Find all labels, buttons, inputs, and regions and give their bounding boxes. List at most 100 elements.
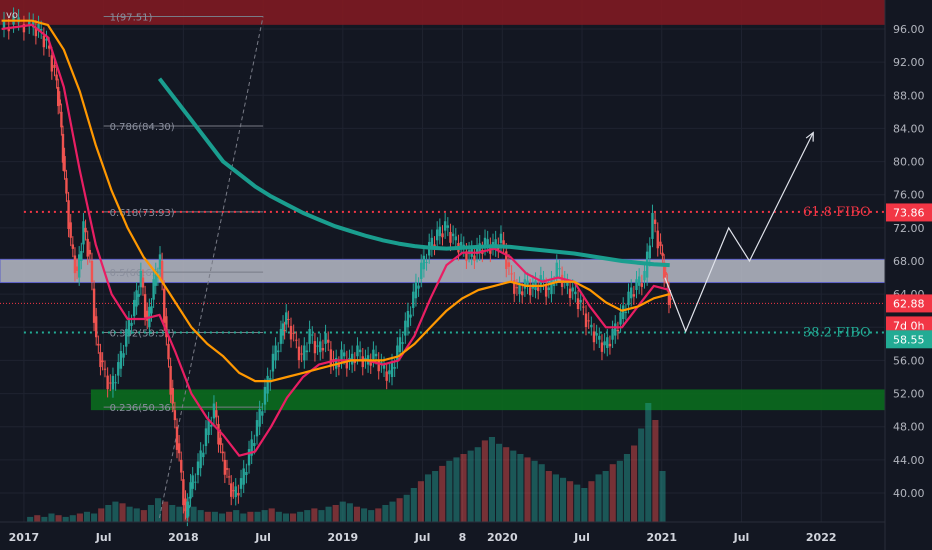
volume-bar bbox=[481, 440, 488, 522]
candle-body bbox=[648, 245, 651, 259]
candle-body bbox=[135, 290, 138, 307]
candle-body bbox=[34, 28, 38, 37]
candle-body bbox=[300, 353, 303, 355]
volume-bar bbox=[261, 510, 268, 522]
candle-body bbox=[606, 337, 609, 348]
candle-body bbox=[255, 420, 259, 437]
candle-body bbox=[90, 261, 94, 282]
candle-body bbox=[473, 255, 476, 261]
volume-bar bbox=[240, 513, 247, 522]
candle-body bbox=[571, 287, 574, 292]
candle-body bbox=[141, 277, 145, 288]
candle-body bbox=[215, 410, 218, 418]
candle-body bbox=[321, 348, 325, 351]
candle-body bbox=[372, 349, 375, 360]
candle-body bbox=[139, 270, 143, 288]
candle-body bbox=[661, 252, 664, 256]
volume-bars bbox=[27, 403, 666, 522]
volume-bar bbox=[488, 437, 496, 522]
fib-level-label-3: 0.5(66.65) bbox=[110, 268, 162, 279]
candle-body bbox=[47, 45, 51, 49]
candle-body bbox=[555, 262, 558, 278]
volume-bar bbox=[332, 505, 339, 522]
candle-body bbox=[396, 345, 399, 361]
candle-body bbox=[217, 423, 220, 445]
candle-body bbox=[239, 478, 243, 489]
volume-bar bbox=[389, 501, 396, 522]
candle-body bbox=[640, 283, 644, 287]
volume-bar bbox=[346, 503, 353, 522]
volume-bar bbox=[190, 506, 197, 522]
fib-level-label-5: 0.236(50.36) bbox=[110, 403, 175, 414]
y-tick-label-10: 80.00 bbox=[893, 156, 925, 169]
candle-body bbox=[350, 353, 354, 365]
candle-body bbox=[446, 225, 450, 228]
volume-bar bbox=[631, 445, 638, 522]
candle-body bbox=[133, 299, 136, 317]
candle-body bbox=[28, 20, 31, 26]
volume-bar bbox=[162, 501, 169, 522]
projection-arrow bbox=[664, 131, 814, 334]
x-tick-label-7: 2020 bbox=[487, 531, 518, 544]
volume-bar bbox=[496, 443, 503, 522]
candle-body bbox=[177, 443, 181, 454]
candle-body bbox=[608, 343, 612, 347]
candle-body bbox=[579, 299, 582, 303]
candle-body bbox=[550, 279, 553, 295]
candle-body bbox=[289, 325, 293, 340]
candle-body bbox=[42, 35, 46, 48]
candle-body bbox=[122, 353, 125, 358]
candle-body bbox=[283, 330, 286, 332]
volume-bar bbox=[62, 516, 69, 522]
candle-body bbox=[53, 64, 56, 68]
candle-body bbox=[664, 272, 667, 276]
fib-level-label-0: 1(97.51) bbox=[110, 12, 153, 23]
candle-body bbox=[303, 345, 306, 361]
y-tick-label-14: 96.00 bbox=[893, 23, 925, 36]
price-badge-bg-3 bbox=[886, 330, 932, 349]
candle-body bbox=[37, 24, 40, 30]
candle-body bbox=[483, 237, 487, 248]
candle-body bbox=[95, 316, 98, 338]
candle-body bbox=[603, 341, 606, 346]
candle-body bbox=[202, 452, 205, 458]
candle-body bbox=[45, 38, 48, 41]
fib-retracement: 1(97.51) 0.786(84.30) 0.618(73.93) 0.5(66.6… bbox=[103, 12, 264, 518]
candle-body bbox=[536, 287, 540, 292]
price-axis[interactable]: 40.0044.0048.0052.0056.0060.0064.0068.00… bbox=[893, 23, 925, 500]
candle-body bbox=[73, 255, 77, 274]
volume-bar bbox=[169, 505, 176, 522]
candle-body bbox=[114, 382, 117, 384]
candle-body bbox=[417, 285, 420, 289]
candle-body bbox=[422, 255, 426, 270]
volume-bar bbox=[368, 510, 375, 522]
volume-bar bbox=[396, 498, 403, 522]
candle-body bbox=[305, 350, 309, 353]
candle-body bbox=[175, 426, 179, 450]
candle-body bbox=[353, 360, 356, 363]
volume-bar bbox=[318, 510, 325, 522]
candle-body bbox=[75, 266, 79, 271]
candle-body bbox=[499, 233, 503, 244]
volume-bar bbox=[204, 511, 211, 522]
y-tick-label-4: 56.00 bbox=[893, 354, 925, 367]
candle-body bbox=[377, 360, 380, 372]
fib-level-label-4: 0.382(59.37) bbox=[110, 329, 175, 340]
time-axis[interactable]: 2017 Jul 2018 Jul 2019 Jul 8 2020 Jul 2021 Jul 2022 bbox=[9, 531, 837, 544]
volume-bar bbox=[503, 447, 510, 522]
candle-body bbox=[435, 229, 439, 241]
x-tick-label-9: 2021 bbox=[646, 531, 677, 544]
candle-body bbox=[568, 288, 572, 299]
candle-body bbox=[401, 342, 404, 344]
candle-body bbox=[212, 403, 216, 419]
candle-body bbox=[592, 331, 596, 343]
candle-body bbox=[2, 20, 6, 29]
volume-bar bbox=[361, 508, 368, 522]
volume-bar bbox=[268, 508, 275, 522]
candle-body bbox=[393, 367, 396, 369]
candle-body bbox=[253, 443, 256, 447]
candle-body bbox=[297, 346, 301, 361]
candle-body bbox=[245, 472, 248, 476]
x-tick-label-10: Jul bbox=[733, 531, 750, 544]
